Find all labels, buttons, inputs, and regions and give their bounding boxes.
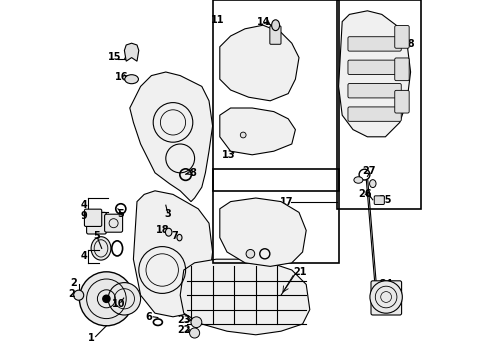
Text: 27: 27 [363, 166, 376, 176]
Text: 24: 24 [380, 279, 393, 289]
Text: 17: 17 [280, 197, 293, 207]
Text: 18: 18 [156, 225, 170, 235]
Text: 11: 11 [211, 15, 225, 25]
Text: 16: 16 [115, 72, 129, 82]
Circle shape [246, 249, 255, 258]
Text: 14: 14 [257, 17, 271, 27]
FancyBboxPatch shape [348, 60, 401, 75]
FancyBboxPatch shape [87, 212, 106, 234]
Text: 5: 5 [118, 209, 124, 219]
Text: 12: 12 [230, 132, 244, 143]
Text: 2: 2 [71, 278, 77, 288]
Polygon shape [220, 108, 295, 155]
Text: 1: 1 [88, 333, 95, 343]
Text: 13: 13 [222, 150, 236, 160]
Circle shape [103, 295, 110, 302]
Text: 28: 28 [401, 39, 415, 49]
Polygon shape [124, 43, 139, 61]
Bar [213, 0, 339, 191]
Polygon shape [130, 72, 213, 202]
FancyBboxPatch shape [348, 84, 401, 98]
Text: 25: 25 [378, 195, 392, 205]
FancyBboxPatch shape [395, 26, 409, 48]
FancyBboxPatch shape [395, 90, 409, 113]
Text: 5: 5 [93, 231, 100, 241]
Text: 3: 3 [164, 209, 171, 219]
Circle shape [79, 272, 133, 326]
Text: 15: 15 [108, 52, 122, 62]
Text: 2: 2 [68, 289, 75, 299]
Text: 4: 4 [80, 251, 87, 261]
Ellipse shape [91, 237, 111, 260]
Text: 4: 4 [80, 200, 87, 210]
Ellipse shape [166, 228, 172, 236]
FancyBboxPatch shape [395, 58, 409, 81]
Circle shape [108, 283, 141, 315]
Text: 8: 8 [189, 168, 196, 178]
Ellipse shape [271, 20, 280, 31]
Ellipse shape [354, 177, 363, 183]
FancyBboxPatch shape [374, 196, 384, 204]
FancyBboxPatch shape [104, 214, 122, 232]
Text: 19: 19 [264, 245, 278, 255]
Text: 22: 22 [177, 325, 191, 336]
Polygon shape [220, 25, 299, 101]
Text: 6: 6 [146, 312, 152, 322]
Polygon shape [180, 259, 310, 335]
Text: 23: 23 [177, 315, 191, 325]
Ellipse shape [369, 180, 376, 188]
Polygon shape [133, 191, 213, 317]
FancyBboxPatch shape [348, 37, 401, 51]
Text: 9: 9 [80, 211, 87, 221]
FancyBboxPatch shape [270, 26, 281, 44]
Ellipse shape [125, 75, 139, 84]
Text: 20: 20 [237, 244, 250, 254]
Ellipse shape [177, 234, 182, 241]
Polygon shape [339, 11, 411, 137]
Circle shape [370, 281, 402, 313]
Text: 7: 7 [172, 231, 178, 241]
FancyBboxPatch shape [371, 281, 402, 315]
Circle shape [240, 132, 246, 138]
FancyBboxPatch shape [348, 107, 401, 121]
Circle shape [74, 290, 84, 300]
Circle shape [191, 317, 202, 328]
Text: 21: 21 [293, 267, 306, 277]
Circle shape [190, 328, 199, 338]
Bar [213, 169, 339, 263]
Text: 10: 10 [112, 299, 125, 309]
FancyBboxPatch shape [84, 209, 102, 226]
Bar [337, 0, 421, 209]
Text: 26: 26 [358, 189, 371, 199]
Polygon shape [220, 198, 306, 266]
